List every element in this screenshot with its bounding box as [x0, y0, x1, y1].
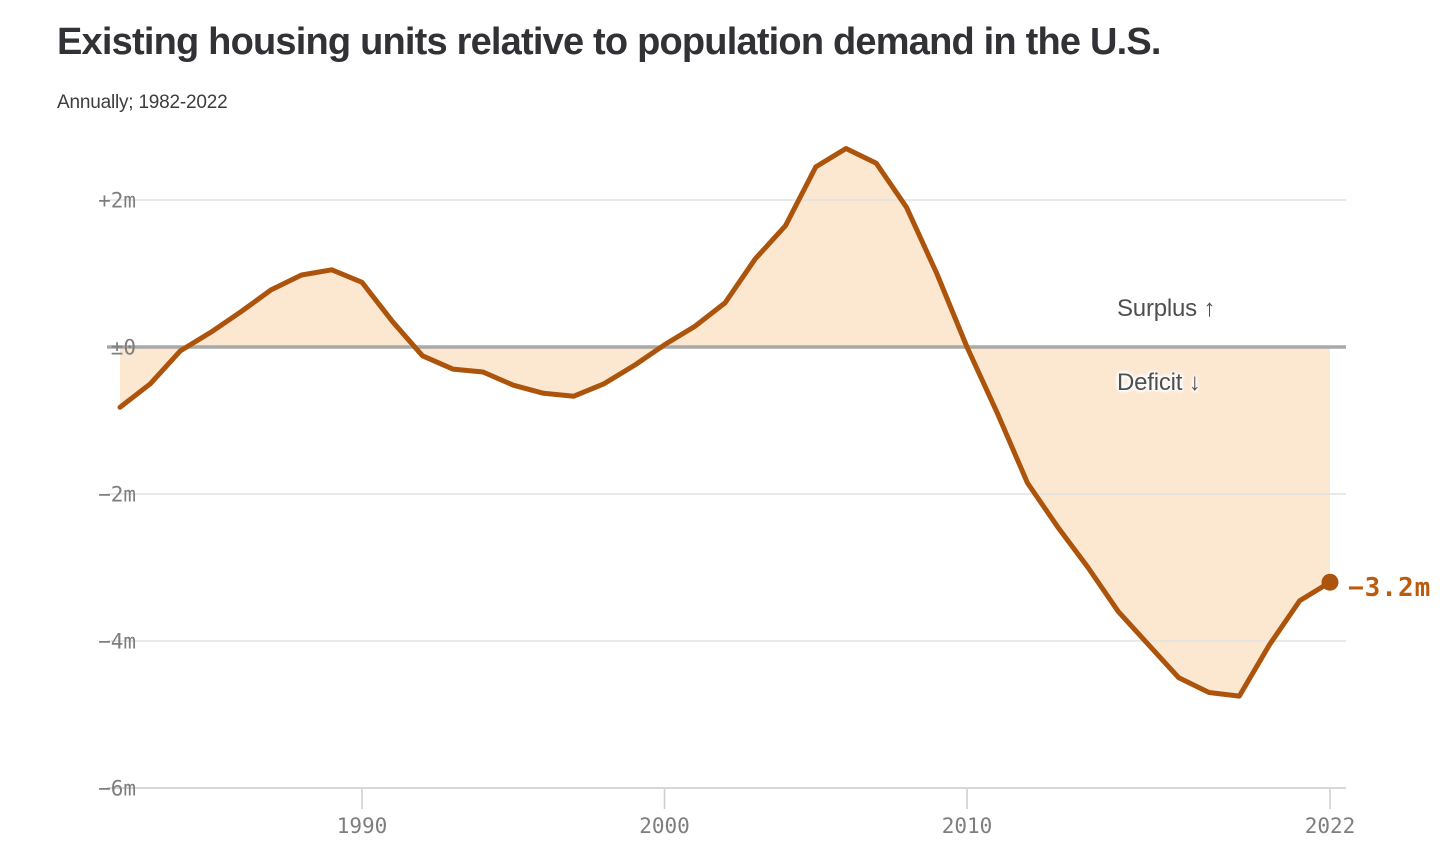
area-fill: [120, 148, 1330, 697]
end-value-label: −3.2m: [1348, 573, 1432, 603]
x-axis-label: 2010: [942, 814, 993, 838]
y-axis-label: +2m: [98, 189, 136, 213]
x-axis-label: 1990: [337, 814, 388, 838]
y-axis-label: −4m: [98, 630, 136, 654]
y-axis-label: −2m: [98, 483, 136, 507]
surplus-annotation: Surplus ↑: [1117, 295, 1216, 322]
data-line: [117, 146, 1333, 699]
chart-subtitle: Annually; 1982-2022: [57, 92, 228, 113]
x-axis-label: 2000: [639, 814, 690, 838]
end-point-dot: [1321, 573, 1339, 591]
y-axis-label: −6m: [98, 777, 136, 801]
y-axis-label: ±0: [111, 336, 136, 360]
chart-title: Existing housing units relative to popul…: [57, 21, 1161, 63]
deficit-annotation: Deficit ↓: [1117, 369, 1201, 396]
x-axis-label: 2022: [1305, 814, 1356, 838]
